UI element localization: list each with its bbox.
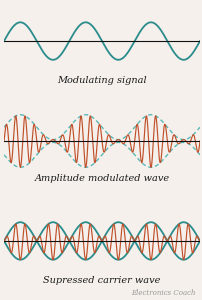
Text: Electronics Coach: Electronics Coach [132, 289, 196, 297]
Text: Supressed carrier wave: Supressed carrier wave [43, 276, 161, 285]
Text: Amplitude modulated wave: Amplitude modulated wave [35, 173, 169, 182]
Text: Modulating signal: Modulating signal [57, 76, 147, 85]
